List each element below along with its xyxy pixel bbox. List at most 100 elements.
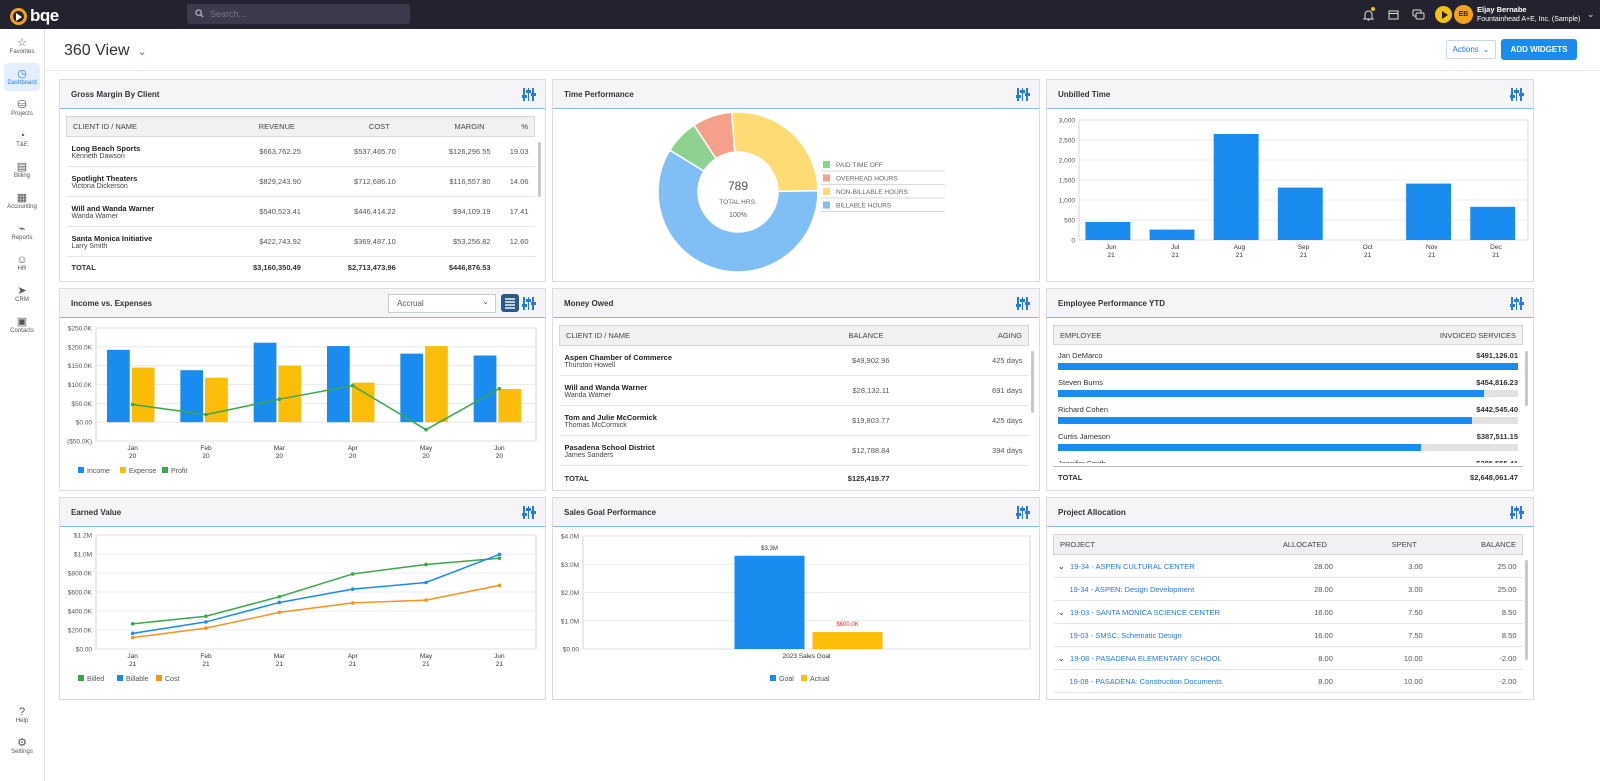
- bqe-logo[interactable]: bqe: [10, 6, 59, 26]
- x-tick-label: Apr: [348, 653, 359, 660]
- scrollbar[interactable]: [538, 142, 541, 197]
- settings-sliders-icon[interactable]: [1509, 506, 1524, 519]
- list-item[interactable]: Curtis Jameson $387,511.15: [1058, 432, 1518, 459]
- sidebar-item-billing[interactable]: ▤ Billing: [4, 156, 40, 184]
- cost-cell: $537,465.70: [354, 147, 396, 156]
- column-header[interactable]: COST: [368, 122, 390, 131]
- list-item[interactable]: Jennifer Smith $385,555.41: [1058, 459, 1518, 463]
- column-header[interactable]: SPENT: [1391, 540, 1417, 549]
- legend-swatch: [117, 675, 123, 681]
- list-item[interactable]: Steven Burns $454,816.23: [1058, 378, 1518, 405]
- settings-sliders-icon[interactable]: [1509, 88, 1524, 101]
- client-name[interactable]: Tom and Julie McCormick: [564, 412, 657, 422]
- table-row[interactable]: Tom and Julie McCormick Thomas McCormick …: [559, 406, 1029, 436]
- table-row[interactable]: ⌄ 19-03 - SANTA MONICA SCIENCE CENTER 16.…: [1053, 601, 1523, 624]
- project-link[interactable]: 19-03 - SMSC: Schematic Design: [1069, 630, 1182, 640]
- chevron-down-icon[interactable]: ⌄: [1057, 606, 1066, 617]
- settings-sliders-icon[interactable]: [521, 506, 536, 519]
- table-row[interactable]: Will and Wanda Warner Wanda Warner $28,13…: [559, 376, 1029, 406]
- settings-sliders-icon[interactable]: [1509, 297, 1524, 310]
- settings-sliders-icon[interactable]: [1015, 88, 1030, 101]
- sidebar-item-accounting[interactable]: ▦ Accounting: [4, 187, 40, 215]
- table-row[interactable]: 19-03 - SMSC: Schematic Design 16.00 7.5…: [1053, 624, 1523, 647]
- percent-cell: 14.06: [509, 177, 529, 186]
- scrollbar[interactable]: [1525, 560, 1528, 660]
- client-name[interactable]: Santa Monica Initiative: [71, 233, 153, 243]
- sidebar-item-te[interactable]: ◔ T&E: [4, 125, 40, 153]
- sidebar-item-contacts[interactable]: ▣ Contacts: [4, 311, 40, 339]
- settings-sliders-icon[interactable]: [1015, 506, 1030, 519]
- project-link[interactable]: 19-34 - ASPEN CULTURAL CENTER: [1070, 561, 1195, 571]
- column-header[interactable]: CLIENT ID / NAME: [566, 331, 631, 340]
- search-box[interactable]: [187, 4, 410, 24]
- client-name[interactable]: Aspen Chamber of Commerce: [564, 352, 673, 362]
- sidebar-item-dashboard[interactable]: ◷ Dashboard: [4, 63, 40, 91]
- sidebar-item-help[interactable]: ? Help: [4, 701, 40, 729]
- column-header[interactable]: INVOICED SERVICES: [1439, 330, 1516, 340]
- profit-point: [277, 397, 282, 401]
- settings-sliders-icon[interactable]: [521, 88, 536, 101]
- column-header[interactable]: REVENUE: [258, 122, 295, 131]
- table-row[interactable]: 19-08 - PASADENA: Construction Documents…: [1053, 670, 1523, 693]
- settings-sliders-icon[interactable]: [1015, 297, 1030, 310]
- column-header[interactable]: BALANCE: [848, 331, 884, 340]
- list-item[interactable]: Richard Cohen $442,545.40: [1058, 405, 1518, 432]
- sidebar-item-crm[interactable]: ➤ CRM: [4, 280, 40, 308]
- project-link[interactable]: 19-08 - PASADENA: Construction Documents: [1069, 676, 1222, 686]
- sidebar-item-favorites[interactable]: ☆ Favorites: [4, 32, 40, 60]
- chevron-down-icon[interactable]: ⌄: [1587, 9, 1595, 19]
- chevron-down-icon[interactable]: ⌄: [1057, 560, 1066, 571]
- sidebar-item-projects[interactable]: ⛁ Projects: [4, 94, 40, 122]
- calendar-icon[interactable]: [1385, 7, 1401, 23]
- basis-select[interactable]: Accrual ⌄: [388, 294, 496, 313]
- table-row[interactable]: ⌄ 19-34 - ASPEN CULTURAL CENTER 28.00 3.0…: [1053, 555, 1523, 578]
- client-name[interactable]: Pasadena School District: [564, 442, 655, 452]
- table-row[interactable]: ⌄ 19-08 - PASADENA ELEMENTARY SCHOOL 8.00…: [1053, 647, 1523, 670]
- table-row[interactable]: 19-34 - ASPEN: Design Development 28.00 …: [1053, 578, 1523, 601]
- column-header[interactable]: AGING: [997, 331, 1022, 340]
- client-name[interactable]: Will and Wanda Warner: [71, 203, 155, 213]
- avatar[interactable]: EB: [1454, 5, 1473, 24]
- project-link[interactable]: 19-03 - SANTA MONICA SCIENCE CENTER: [1070, 607, 1220, 617]
- timer-play-icon[interactable]: [1435, 6, 1452, 23]
- column-header[interactable]: CLIENT ID / NAME: [73, 122, 138, 131]
- expense-bar: [131, 367, 155, 423]
- client-name[interactable]: Spotlight Theaters: [71, 173, 138, 183]
- table-row[interactable]: Santa Monica Initiative Larry Smith $422,…: [66, 227, 535, 257]
- table-view-icon[interactable]: [501, 294, 519, 312]
- earned-value-chart: $0.00 $200.0K $400.0K $600.0K $800.0K $1.0M $1…: [68, 533, 537, 683]
- column-header[interactable]: %: [521, 122, 528, 131]
- table-row[interactable]: Aspen Chamber of Commerce Thurston Howell…: [559, 346, 1029, 376]
- y-tick-label: $600.0K: [68, 590, 93, 597]
- column-header[interactable]: BALANCE: [1480, 540, 1516, 549]
- column-header[interactable]: EMPLOYEE: [1060, 330, 1102, 340]
- settings-sliders-icon[interactable]: [521, 297, 536, 310]
- scrollbar[interactable]: [1031, 351, 1034, 413]
- sidebar-item-reports[interactable]: ⌁ Reports: [4, 218, 40, 246]
- page-title[interactable]: 360 View ⌄: [64, 42, 147, 60]
- table-row[interactable]: Spotlight Theaters Victoria Dickerson $82…: [66, 167, 535, 197]
- column-header[interactable]: ALLOCATED: [1282, 540, 1327, 549]
- user-info[interactable]: Eljay Bernabe Fountainhead A+E, Inc. (Sa…: [1477, 5, 1580, 24]
- project-link[interactable]: 19-34 - ASPEN: Design Development: [1069, 584, 1195, 594]
- sidebar-item-hr[interactable]: ☺ HR: [4, 249, 40, 277]
- scrollbar[interactable]: [1525, 351, 1528, 406]
- search-input[interactable]: [210, 9, 390, 19]
- cost-point: [497, 583, 502, 588]
- client-name[interactable]: Long Beach Sports: [71, 143, 141, 153]
- table-row[interactable]: Long Beach Sports Kenneth Dawson $663,762…: [66, 137, 535, 167]
- project-link[interactable]: 19-08 - PASADENA ELEMENTARY SCHOOL: [1070, 653, 1222, 663]
- list-item[interactable]: Jan DeMarco $491,126.01: [1058, 351, 1518, 378]
- add-widgets-button[interactable]: ADD WIDGETS: [1501, 39, 1577, 60]
- chevron-down-icon[interactable]: ⌄: [1057, 652, 1066, 663]
- column-header[interactable]: PROJECT: [1060, 540, 1096, 549]
- table-row[interactable]: Pasadena School District James Sanders $1…: [559, 436, 1029, 466]
- actions-dropdown[interactable]: Actions ⌄: [1446, 40, 1496, 59]
- table-row[interactable]: Will and Wanda Warner Wanda Warner $540,5…: [66, 197, 535, 227]
- chevron-down-icon[interactable]: ⌄: [137, 45, 147, 58]
- client-name[interactable]: Will and Wanda Warner: [564, 382, 648, 392]
- sidebar-item-settings[interactable]: ⚙ Settings: [4, 732, 40, 760]
- chat-icon[interactable]: [1410, 7, 1426, 23]
- bell-icon[interactable]: [1360, 6, 1376, 23]
- column-header[interactable]: MARGIN: [454, 122, 485, 131]
